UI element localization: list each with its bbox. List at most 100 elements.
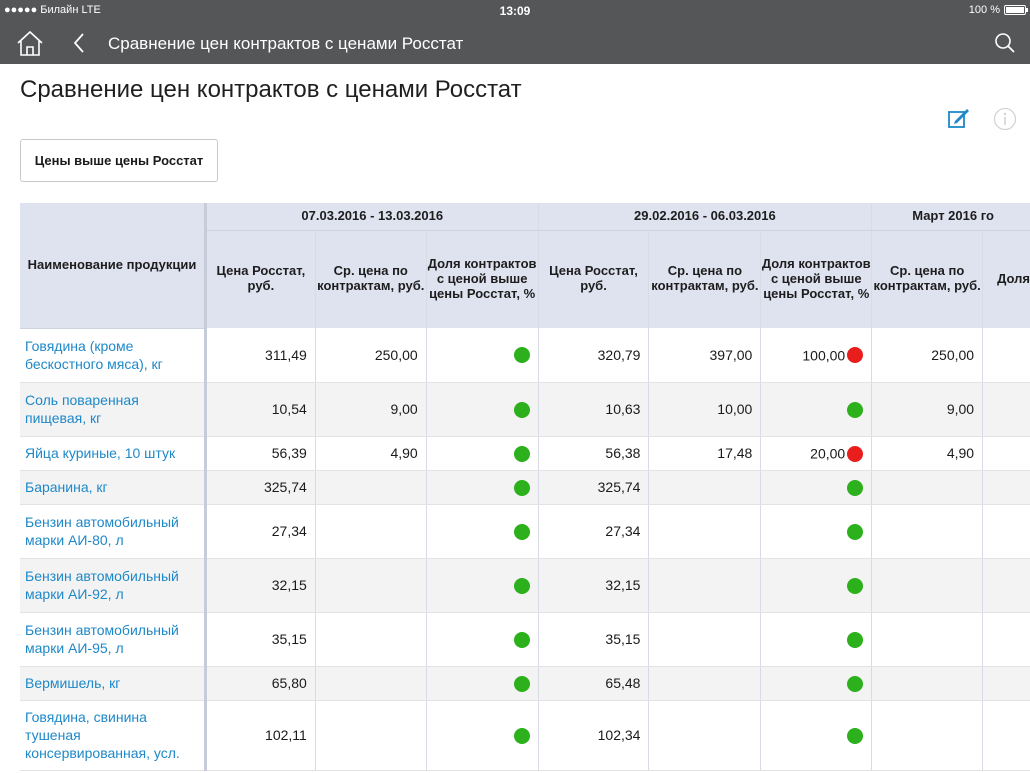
rosstat-price-cell: 325,74 xyxy=(205,470,316,505)
battery-icon xyxy=(1004,5,1028,15)
name-column-header: Наименование продукции xyxy=(20,203,207,329)
product-name-link[interactable]: Баранина, кг xyxy=(20,470,207,505)
product-name-link[interactable]: Говядина (кроме бескостного мяса), кг xyxy=(20,328,207,383)
share-cell: 20,00 xyxy=(760,436,873,471)
avg-contract-price-cell: 4,90 xyxy=(871,436,984,471)
rosstat-price-cell: 102,34 xyxy=(538,700,650,771)
search-icon[interactable] xyxy=(992,30,1018,56)
share-value: 100,00 xyxy=(802,347,846,364)
rosstat-price-cell: 35,15 xyxy=(538,612,650,667)
product-name-link[interactable]: Бензин автомобильный марки АИ-92, л xyxy=(20,558,207,613)
avg-contract-price-cell xyxy=(648,558,762,613)
table-row[interactable]: Бензин автомобильный марки АИ-95, л 35,15… xyxy=(20,612,1030,667)
rosstat-price-header: Цена Росстат, руб. xyxy=(205,230,316,328)
green-status-dot xyxy=(847,577,864,594)
rosstat-price-cell: 65,48 xyxy=(538,666,650,701)
back-chevron-icon[interactable] xyxy=(68,28,90,58)
share-cell xyxy=(760,666,873,701)
table-row[interactable]: Говядина (кроме бескостного мяса), кг 311… xyxy=(20,328,1030,383)
table-row[interactable]: Бензин автомобильный марки АИ-80, л 27,34… xyxy=(20,504,1030,559)
green-status-dot xyxy=(513,347,530,364)
rosstat-price-cell: 56,38 xyxy=(538,436,650,471)
avg-contract-price-cell xyxy=(648,504,762,559)
nav-title: Сравнение цен контрактов с ценами Росста… xyxy=(108,34,464,53)
info-icon[interactable] xyxy=(993,107,1017,131)
comparison-table-viewport[interactable]: Наименование продукции 07.03.2016 - 13.0… xyxy=(20,203,1030,773)
avg-contract-price-cell: 9,00 xyxy=(315,382,427,437)
green-status-dot xyxy=(847,401,864,418)
table-row[interactable]: Соль поваренная пищевая, кг 10,54 9,00 10,6… xyxy=(20,382,1030,437)
avg-contract-price-cell xyxy=(871,612,984,667)
comparison-table: Наименование продукции 07.03.2016 - 13.0… xyxy=(20,203,1030,771)
rosstat-price-cell: 27,34 xyxy=(205,504,316,559)
green-status-dot xyxy=(513,675,530,692)
product-name-link[interactable]: Яйца куриные, 10 штук xyxy=(20,436,207,471)
product-name-link[interactable]: Говядина, свинина тушеная консервированн… xyxy=(20,700,207,771)
green-status-dot xyxy=(513,401,530,418)
page-title: Сравнение цен контрактов с ценами Росста… xyxy=(20,76,522,103)
rosstat-price-cell: 35,15 xyxy=(205,612,316,667)
avg-contract-price-cell: 4,90 xyxy=(315,436,427,471)
product-name-link[interactable]: Бензин автомобильный марки АИ-80, л xyxy=(20,504,207,559)
table-row[interactable]: Говядина, свинина тушеная консервированн… xyxy=(20,700,1030,771)
rosstat-price-header: Цена Росстат, руб. xyxy=(538,230,650,328)
table-row[interactable]: Бензин автомобильный марки АИ-92, л 32,15… xyxy=(20,558,1030,613)
green-status-dot xyxy=(513,479,530,496)
period-2-header: 29.02.2016 - 06.03.2016 xyxy=(538,203,873,231)
table-row[interactable]: Яйца куриные, 10 штук 56,39 4,90 56,38 17,48… xyxy=(20,436,1030,471)
period-3-header: Март 2016 го xyxy=(871,203,1030,231)
rosstat-price-cell: 65,80 xyxy=(205,666,316,701)
share-cell xyxy=(760,470,873,505)
table-row[interactable]: Баранина, кг 325,74 325,74 xyxy=(20,470,1030,505)
product-name-link[interactable]: Вермишель, кг xyxy=(20,666,207,701)
share-cell xyxy=(982,700,1030,771)
red-status-dot xyxy=(847,445,864,462)
product-name-link[interactable]: Бензин автомобильный марки АИ-95, л xyxy=(20,612,207,667)
rosstat-price-cell: 27,34 xyxy=(538,504,650,559)
avg-contract-price-header: Ср. цена по контрактам, руб. xyxy=(648,230,762,328)
share-cell xyxy=(982,328,1030,383)
status-bar: ●●●●● Билайн LTE 13:09 100 % xyxy=(0,0,1030,22)
period-1-header: 07.03.2016 - 13.03.2016 xyxy=(205,203,539,231)
share-cell xyxy=(760,382,873,437)
avg-contract-price-cell xyxy=(871,666,984,701)
green-status-dot xyxy=(513,727,530,744)
table-row[interactable]: Вермишель, кг 65,80 65,48 xyxy=(20,666,1030,701)
share-cell xyxy=(982,436,1030,471)
rosstat-price-cell: 320,79 xyxy=(538,328,650,383)
green-status-dot xyxy=(847,675,864,692)
green-status-dot xyxy=(847,727,864,744)
rosstat-price-cell: 102,11 xyxy=(205,700,316,771)
battery-fill xyxy=(1006,7,1024,13)
avg-contract-price-cell xyxy=(315,612,427,667)
share-cell xyxy=(426,436,539,471)
price-above-rosstat-filter-button[interactable]: Цены выше цены Росстат xyxy=(20,139,218,182)
share-above-header: Доля контрактов с ценой выше цены Росста… xyxy=(760,230,873,328)
share-cell xyxy=(426,700,539,771)
share-cell xyxy=(426,470,539,505)
green-status-dot xyxy=(847,479,864,496)
share-cell xyxy=(760,558,873,613)
share-cell xyxy=(982,612,1030,667)
avg-contract-price-header: Ср. цена по контрактам, руб. xyxy=(315,230,427,328)
rosstat-price-cell: 311,49 xyxy=(205,328,316,383)
avg-contract-price-cell xyxy=(648,612,762,667)
share-cell xyxy=(426,328,539,383)
avg-contract-price-cell xyxy=(871,470,984,505)
share-cell xyxy=(982,470,1030,505)
share-cell: 100,00 xyxy=(760,328,873,383)
nav-bar: Сравнение цен контрактов с ценами Росста… xyxy=(0,22,1030,64)
share-cell xyxy=(982,382,1030,437)
rosstat-price-cell: 32,15 xyxy=(538,558,650,613)
share-cell xyxy=(426,612,539,667)
home-icon[interactable] xyxy=(14,28,46,58)
product-name-link[interactable]: Соль поваренная пищевая, кг xyxy=(20,382,207,437)
rosstat-price-cell: 10,63 xyxy=(538,382,650,437)
rosstat-price-cell: 10,54 xyxy=(205,382,316,437)
green-status-dot xyxy=(513,631,530,648)
avg-contract-price-cell xyxy=(871,558,984,613)
share-above-header-cut: Доля с выш Ро xyxy=(982,230,1030,328)
edit-icon[interactable] xyxy=(944,104,972,132)
battery-label: 100 % xyxy=(968,4,1000,16)
rosstat-price-cell: 32,15 xyxy=(205,558,316,613)
